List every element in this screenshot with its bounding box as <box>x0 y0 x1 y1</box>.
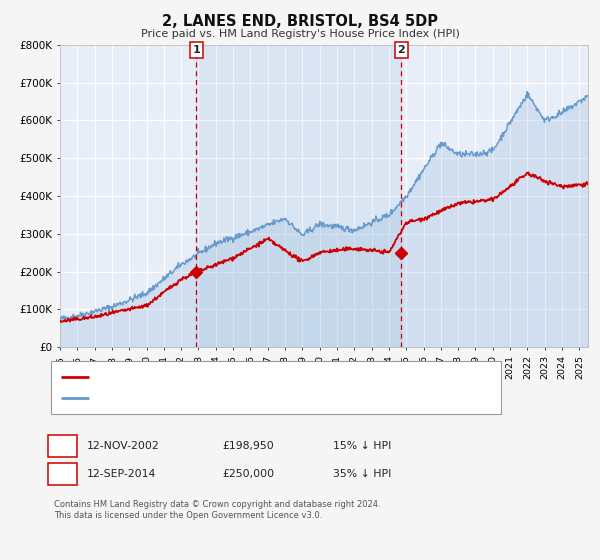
Text: HPI: Average price, detached house, City of Bristol: HPI: Average price, detached house, City… <box>96 393 347 403</box>
Text: 35% ↓ HPI: 35% ↓ HPI <box>333 469 391 479</box>
Text: £250,000: £250,000 <box>222 469 274 479</box>
Text: £198,950: £198,950 <box>222 441 274 451</box>
Text: 2, LANES END, BRISTOL, BS4 5DP: 2, LANES END, BRISTOL, BS4 5DP <box>162 14 438 29</box>
Text: 15% ↓ HPI: 15% ↓ HPI <box>333 441 391 451</box>
Text: 2: 2 <box>397 45 405 55</box>
Text: 2, LANES END, BRISTOL, BS4 5DP (detached house): 2, LANES END, BRISTOL, BS4 5DP (detached… <box>96 372 354 382</box>
Text: Price paid vs. HM Land Registry's House Price Index (HPI): Price paid vs. HM Land Registry's House … <box>140 29 460 39</box>
Text: Contains HM Land Registry data © Crown copyright and database right 2024.: Contains HM Land Registry data © Crown c… <box>54 500 380 508</box>
Text: 12-SEP-2014: 12-SEP-2014 <box>87 469 157 479</box>
Text: 1: 1 <box>193 45 200 55</box>
Bar <box>196 45 401 347</box>
Text: 2: 2 <box>58 467 67 480</box>
Text: This data is licensed under the Open Government Licence v3.0.: This data is licensed under the Open Gov… <box>54 511 322 520</box>
Text: 1: 1 <box>58 439 67 452</box>
Text: 12-NOV-2002: 12-NOV-2002 <box>87 441 160 451</box>
